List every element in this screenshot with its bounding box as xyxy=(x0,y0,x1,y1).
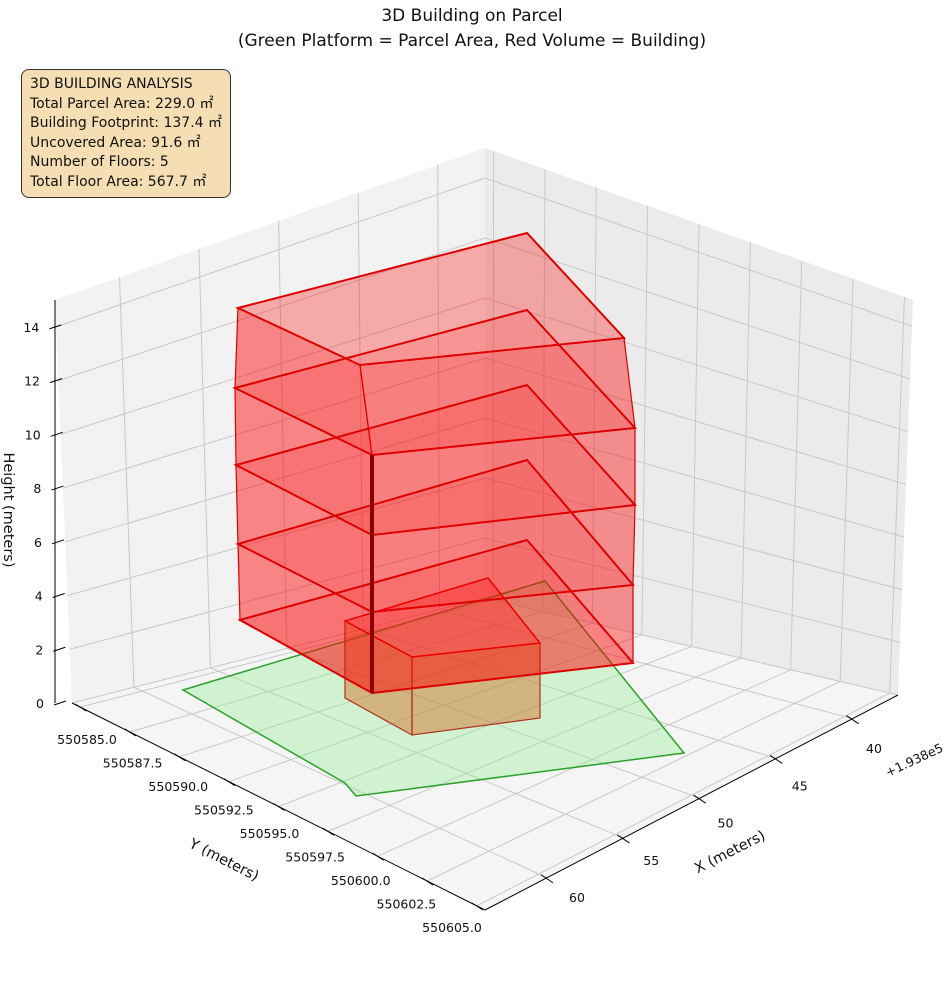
z-tick xyxy=(53,700,67,706)
x-tick-label: 50 xyxy=(718,816,734,831)
z-gridline xyxy=(55,177,913,328)
z-gridline xyxy=(71,597,899,704)
y-gridline xyxy=(327,242,751,832)
info-line: Total Parcel Area: 229.0 ㎡ xyxy=(30,95,214,112)
z-tick-label: 12 xyxy=(24,374,40,389)
z-axis-label: Height (meters) xyxy=(0,452,16,567)
x-offset-label: +1.938e5 xyxy=(883,740,944,780)
y-gridline xyxy=(278,223,700,807)
y-tick xyxy=(372,852,384,861)
x-gridline xyxy=(119,277,548,879)
x-axis-label: X (meters) xyxy=(692,828,768,877)
x-tick-label: 45 xyxy=(792,778,808,793)
z-tick-label: 8 xyxy=(33,481,41,496)
z-gridline xyxy=(60,297,909,435)
info-title: 3D BUILDING ANALYSIS xyxy=(30,76,193,92)
z-tick xyxy=(49,378,63,384)
chart-title: 3D Building on Parcel xyxy=(381,6,563,26)
x-gridline xyxy=(198,249,624,839)
y-tick-label: 550605.0 xyxy=(422,920,482,935)
y-tick xyxy=(174,753,186,762)
y-tick-label: 550600.0 xyxy=(331,873,391,888)
z-gridline xyxy=(67,477,903,597)
building-ground-top xyxy=(343,577,542,658)
x-tick-label: 60 xyxy=(569,890,585,905)
z-gridline xyxy=(69,537,901,650)
building-floor-outline xyxy=(233,383,638,537)
z-tick xyxy=(53,646,66,652)
z-tick-label: 0 xyxy=(36,696,44,711)
z-tick-label: 2 xyxy=(35,642,43,657)
right-pane xyxy=(485,148,913,695)
y-tick xyxy=(74,703,87,712)
y-gridline xyxy=(476,296,905,907)
info-line: Uncovered Area: 91.6 ㎡ xyxy=(30,134,201,151)
y-tick-label: 550590.0 xyxy=(148,779,208,794)
z-tick-label: 6 xyxy=(34,535,42,550)
z-tick xyxy=(51,485,64,491)
y-tick xyxy=(471,902,484,911)
building-floor-outline xyxy=(235,231,627,367)
z-gridline xyxy=(58,237,911,382)
y-tick xyxy=(421,877,434,886)
y-tick xyxy=(223,778,236,787)
x-tick-label: 55 xyxy=(643,853,659,868)
z-tick xyxy=(51,539,65,545)
z-tick-label: 10 xyxy=(25,427,41,442)
info-box: 3D BUILDING ANALYSIS Total Parcel Area: … xyxy=(21,69,232,198)
x-tick xyxy=(693,794,707,804)
building-floor-outline xyxy=(232,308,638,457)
z-tick xyxy=(50,431,63,437)
z-tick-label: 14 xyxy=(23,320,39,335)
y-tick xyxy=(273,803,285,811)
x-tick xyxy=(540,874,554,884)
y-tick xyxy=(322,827,335,836)
y-tick xyxy=(124,728,137,737)
z-tick xyxy=(52,593,65,599)
x-tick xyxy=(769,755,783,764)
y-gridline xyxy=(377,260,803,857)
z-gridline xyxy=(62,357,907,489)
y-tick-label: 550602.5 xyxy=(377,897,437,912)
x-tick xyxy=(846,715,859,725)
building-floor-outline xyxy=(235,458,635,614)
y-tick-label: 550597.5 xyxy=(285,850,345,865)
y-tick-label: 550587.5 xyxy=(103,756,163,771)
y-gridline xyxy=(426,278,854,882)
info-line: Number of Floors: 5 xyxy=(30,154,169,170)
info-line: Building Footprint: 137.4 ㎡ xyxy=(30,115,223,131)
left-pane xyxy=(55,148,485,703)
z-tick-label: 4 xyxy=(35,589,43,604)
info-line: Total Floor Area: 567.7 ㎡ xyxy=(30,173,207,190)
chart-subtitle: (Green Platform = Parcel Area, Red Volum… xyxy=(237,31,707,51)
z-gridline xyxy=(65,417,905,543)
x-tick-label: 40 xyxy=(866,741,882,756)
x-gridline xyxy=(357,192,777,759)
y-tick-label: 550595.0 xyxy=(240,826,300,841)
parcel-platform xyxy=(181,580,686,797)
y-tick-label: 550592.5 xyxy=(194,803,254,818)
x-gridline xyxy=(278,220,700,799)
x-axis-line xyxy=(484,694,899,911)
x-tick xyxy=(617,834,630,844)
z-tick xyxy=(49,324,62,330)
y-tick-label: 550585.0 xyxy=(57,732,117,747)
building-floor-outline xyxy=(237,538,635,695)
y-axis-label: Y (meters) xyxy=(185,836,261,885)
x-gridline xyxy=(437,164,853,720)
